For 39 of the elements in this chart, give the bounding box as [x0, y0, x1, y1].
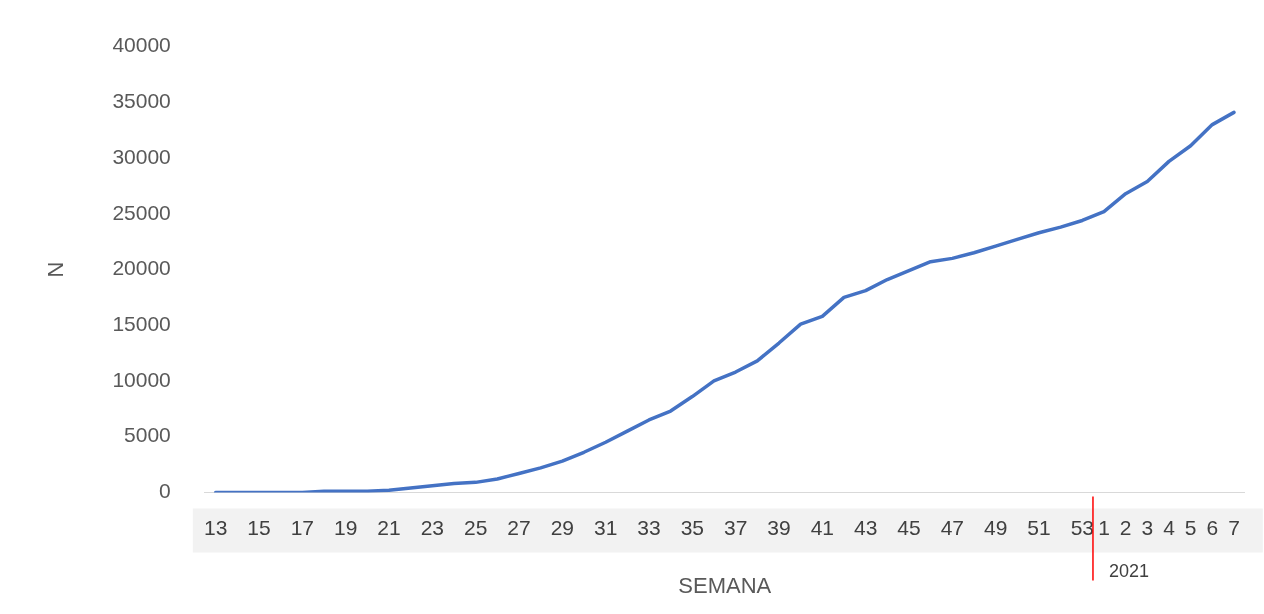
x-tick-label: 2	[1119, 515, 1132, 539]
x-tick-label: 49	[983, 515, 1008, 539]
x-tick-label: 3	[1141, 515, 1154, 539]
x-tick-label: 37	[723, 515, 748, 539]
y-tick-label: 15000	[112, 312, 171, 336]
x-tick-label: 41	[810, 515, 834, 539]
x-tick-label: 5	[1184, 515, 1197, 539]
x-axis-title: SEMANA	[678, 572, 772, 598]
x-tick-label: 25	[463, 515, 488, 539]
x-tick-label: 47	[940, 515, 964, 539]
x-tick-label: 13	[203, 515, 228, 539]
x-tick-label: 4	[1163, 515, 1176, 539]
x-tick-label: 45	[897, 515, 921, 539]
x-tick-label: 6	[1206, 515, 1219, 539]
x-tick-label: 7	[1228, 515, 1240, 539]
x-tick-label: 19	[333, 515, 358, 539]
x-tick-label: 1	[1098, 515, 1110, 539]
x-tick-label: 15	[247, 515, 271, 539]
ref-line-label: 2021	[1108, 561, 1150, 582]
y-tick-label: 0	[159, 479, 171, 503]
x-tick-label: 29	[550, 515, 574, 539]
y-tick-label: 25000	[112, 200, 171, 224]
x-tick-label: 39	[767, 515, 791, 539]
y-tick-label: 10000	[112, 367, 171, 391]
x-tick-label: 31	[593, 515, 618, 539]
y-tick-label: 5000	[124, 423, 171, 447]
y-axis-title: N	[43, 261, 69, 278]
y-tick-label: 30000	[112, 144, 171, 168]
y-tick-label: 20000	[112, 256, 171, 280]
y-tick-label: 40000	[112, 33, 171, 57]
x-tick-label: 17	[290, 515, 314, 539]
x-tick-label: 43	[853, 515, 878, 539]
x-tick-label: 51	[1027, 515, 1051, 539]
x-tick-label: 35	[680, 515, 704, 539]
x-tick-label: 21	[377, 515, 401, 539]
x-tick-label: 27	[507, 515, 531, 539]
y-tick-label: 35000	[112, 89, 171, 113]
x-tick-label: 23	[420, 515, 444, 539]
x-tick-label: 33	[637, 515, 661, 539]
